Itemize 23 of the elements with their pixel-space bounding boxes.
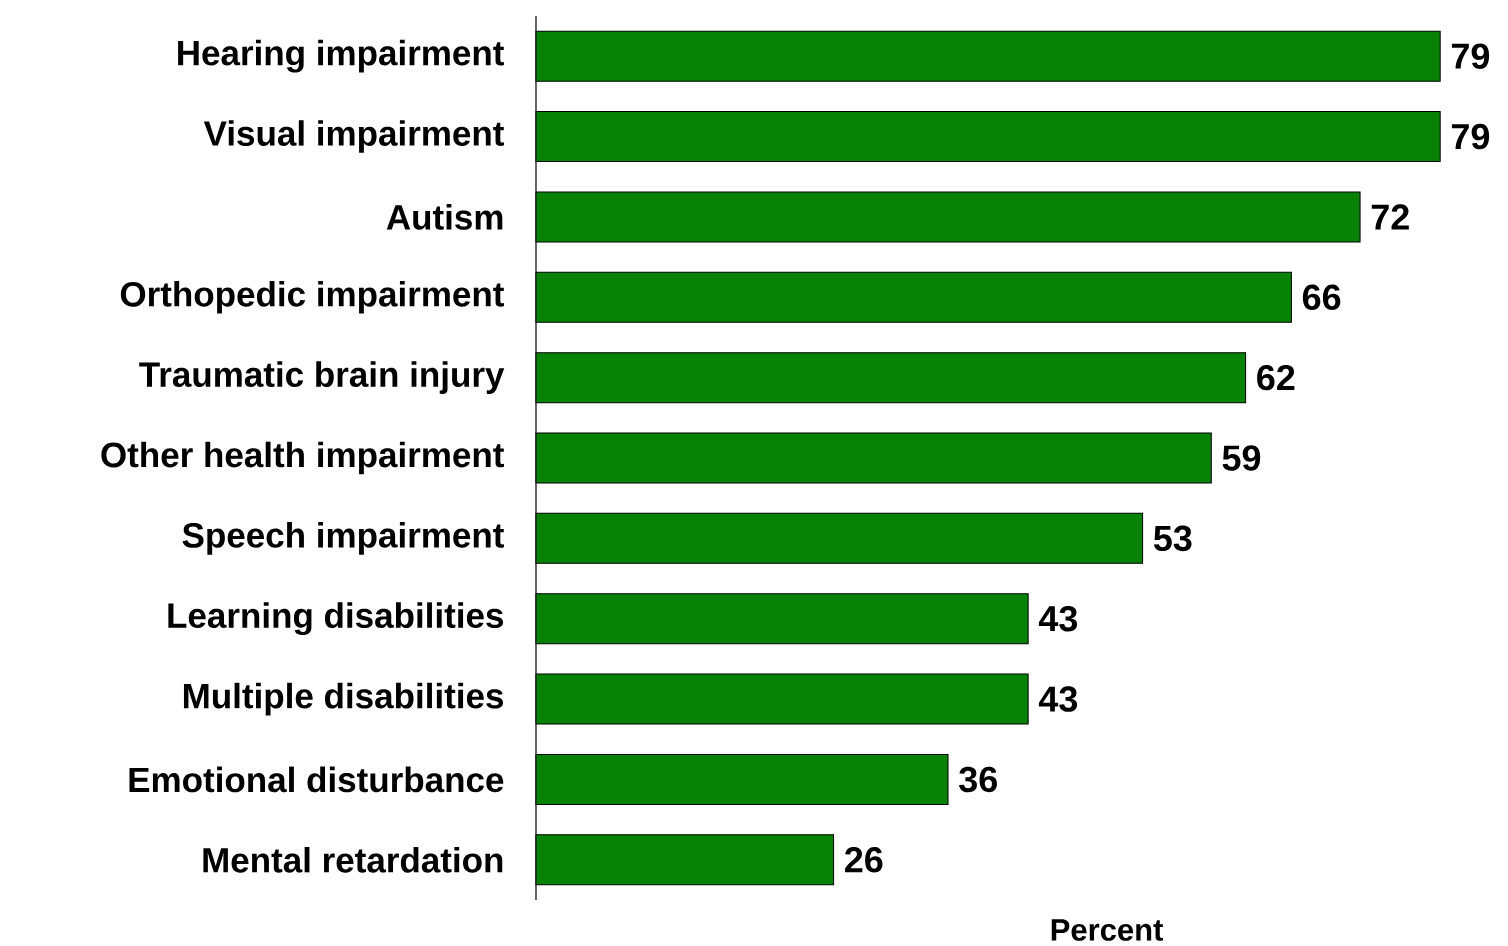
data-label: 59 xyxy=(1222,445,1261,471)
y-tick-label: Hearing impairment xyxy=(178,39,504,73)
data-label: 79 xyxy=(1451,123,1490,150)
y-tick-label: Autism xyxy=(386,204,503,230)
y-tick-label: Multiple disabilities xyxy=(183,682,504,716)
y-tick-label: Orthopedic impairment xyxy=(120,280,505,314)
data-label: 36 xyxy=(959,766,997,793)
y-tick-label: Mental retardation xyxy=(203,846,503,873)
y-tick-label: Learning disabilities xyxy=(168,602,504,636)
data-label: 62 xyxy=(1257,364,1295,391)
data-label: 53 xyxy=(1153,525,1192,552)
y-tick-label: Traumatic brain injury xyxy=(139,361,505,394)
y-tick-label: Other health impairment xyxy=(101,441,505,475)
y-tick-label: Emotional disturbance xyxy=(129,766,504,793)
data-label: 26 xyxy=(845,847,883,873)
data-label: 43 xyxy=(1038,686,1078,712)
x-axis-title: Percent xyxy=(1051,919,1164,941)
data-label: 66 xyxy=(1302,284,1341,311)
data-label: 79 xyxy=(1451,43,1490,69)
data-label: 43 xyxy=(1038,605,1078,632)
data-label: 72 xyxy=(1371,204,1409,230)
y-tick-label: Visual impairment xyxy=(203,120,505,153)
y-tick-label: Speech impairment xyxy=(182,522,504,555)
